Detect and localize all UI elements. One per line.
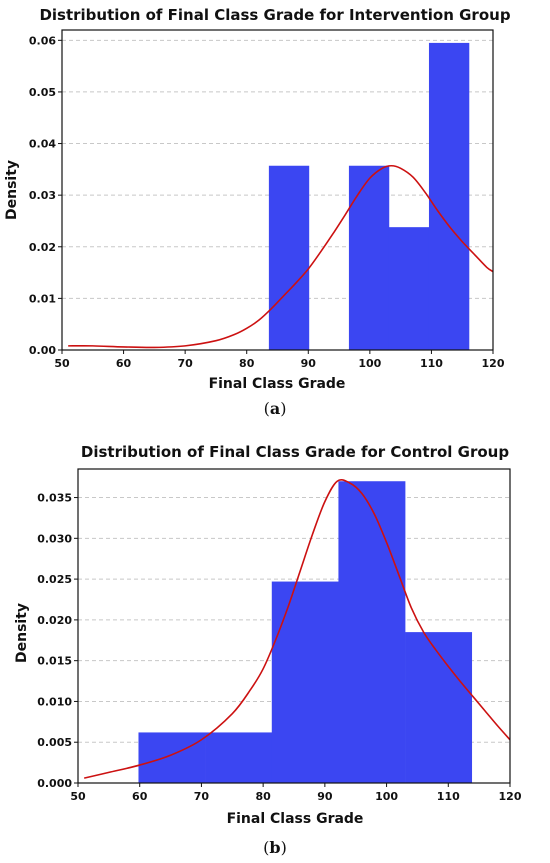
x-ticks: 50 60 70 80 90 100 110 120 — [70, 783, 522, 803]
panel-control-chart: Distribution of Final Class Grade for Co… — [14, 443, 522, 857]
y-tick-label: 0.02 — [29, 241, 56, 254]
histogram-bar — [405, 632, 473, 783]
panel-caption: (b) — [263, 838, 287, 857]
caption-close: ) — [281, 838, 287, 857]
y-tick-label: 0.03 — [29, 189, 56, 202]
x-tick-label: 100 — [375, 790, 398, 803]
caption-close: ) — [280, 399, 286, 418]
x-axis-label: Final Class Grade — [209, 376, 346, 392]
y-tick-label: 0.015 — [37, 655, 72, 668]
y-tick-label: 0.06 — [29, 34, 56, 47]
x-ticks: 50 60 70 80 90 100 110 120 — [54, 350, 505, 370]
y-tick-label: 0.05 — [29, 86, 56, 99]
chart-title: Distribution of Final Class Grade for In… — [39, 6, 510, 24]
histogram-bar — [138, 732, 206, 783]
x-tick-label: 60 — [116, 357, 132, 370]
histogram-bars — [268, 42, 470, 350]
y-tick-label: 0.04 — [29, 138, 56, 151]
y-ticks: 0.00 0.01 0.02 0.03 0.04 0.05 0.06 — [29, 34, 62, 357]
y-tick-label: 0.005 — [37, 736, 72, 749]
plot-frame — [77, 468, 511, 784]
caption-open: ( — [264, 399, 270, 418]
chart-title: Distribution of Final Class Grade for Co… — [81, 443, 509, 461]
x-tick-label: 70 — [177, 357, 193, 370]
panel-intervention-chart: Distribution of Final Class Grade for In… — [4, 6, 511, 418]
histogram-bar — [268, 165, 310, 350]
x-tick-label: 70 — [194, 790, 210, 803]
kde-curve — [83, 479, 511, 779]
y-tick-label: 0.030 — [37, 532, 72, 545]
x-tick-label: 110 — [437, 790, 460, 803]
kde-curve — [68, 164, 494, 349]
y-tick-label: 0.020 — [37, 614, 72, 627]
histogram-bars — [138, 481, 473, 783]
y-tick-label: 0.010 — [37, 695, 72, 708]
x-tick-label: 100 — [358, 357, 381, 370]
y-ticks: 0.000 0.005 0.010 0.015 0.020 0.025 0.030 0.035 — [37, 492, 78, 790]
y-axis-label: Density — [4, 160, 20, 220]
caption-letter: b — [269, 838, 280, 857]
x-tick-label: 60 — [132, 790, 148, 803]
x-tick-label: 80 — [239, 357, 255, 370]
y-tick-label: 0.00 — [29, 344, 56, 357]
y-tick-label: 0.000 — [37, 777, 72, 790]
x-tick-label: 120 — [499, 790, 522, 803]
histogram-bar — [271, 581, 339, 783]
y-tick-label: 0.01 — [29, 292, 56, 305]
histogram-bar — [348, 165, 390, 350]
panel-caption: (a) — [264, 399, 287, 418]
x-tick-label: 110 — [420, 357, 443, 370]
x-tick-label: 90 — [317, 790, 333, 803]
plot-frame — [61, 29, 494, 351]
y-tick-label: 0.035 — [37, 492, 72, 505]
x-tick-label: 120 — [482, 357, 505, 370]
x-axis-label: Final Class Grade — [227, 811, 364, 827]
caption-letter: a — [270, 399, 280, 418]
x-tick-label: 50 — [54, 357, 70, 370]
caption-open: ( — [263, 838, 269, 857]
x-tick-label: 50 — [70, 790, 86, 803]
histogram-bar — [205, 732, 273, 783]
histogram-bar — [428, 42, 470, 350]
y-axis-label: Density — [14, 603, 30, 663]
histogram-bar — [388, 227, 430, 350]
x-tick-label: 90 — [301, 357, 317, 370]
histogram-bar — [338, 481, 406, 783]
x-tick-label: 80 — [255, 790, 271, 803]
y-tick-label: 0.025 — [37, 573, 72, 586]
